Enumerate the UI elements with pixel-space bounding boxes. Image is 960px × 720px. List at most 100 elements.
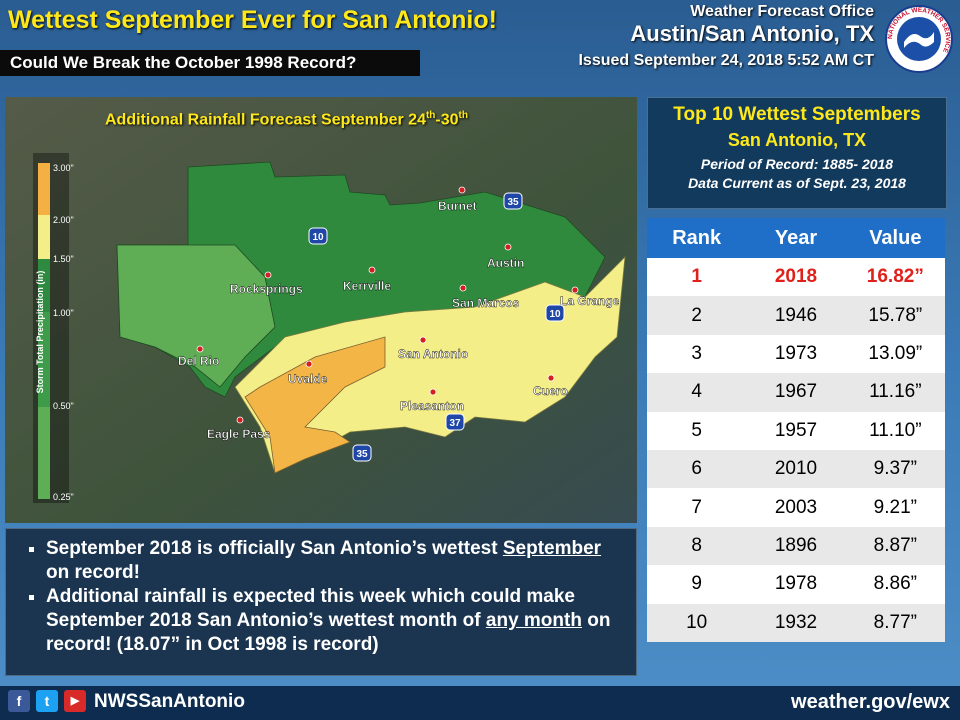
social-handle[interactable]: NWSSanAntonio — [94, 691, 245, 712]
table-cell: 1973 — [774, 342, 818, 364]
city-label: Del Rio — [178, 354, 219, 368]
city-label: Kerrville — [343, 279, 391, 293]
map-title-part: -30 — [435, 111, 459, 129]
bullet: September 2018 is officially San Antonio… — [46, 537, 624, 585]
legend-swatch — [38, 215, 50, 259]
table-cell: 11.10” — [869, 419, 922, 441]
column-header: Year — [774, 226, 818, 249]
city-dot — [264, 271, 272, 279]
highway-shield — [503, 192, 523, 210]
office-name: Weather Forecast Office — [690, 3, 874, 20]
legend-swatch — [38, 163, 50, 215]
table-row: 3 1973 13.09” — [647, 334, 945, 374]
footer: f t ▶ NWSSanAntonio weather.gov/ewx — [0, 686, 960, 720]
info-current: Data Current as of Sept. 23, 2018 — [688, 175, 906, 191]
legend-label: 1.50" — [53, 254, 74, 264]
info-title: Top 10 Wettest Septembers — [673, 104, 921, 125]
records-table: Rank Year Value 1 2018 16.82” 2 1946 15.78” 3 1973… — [647, 218, 945, 642]
table-cell: 1932 — [774, 611, 818, 633]
highway-shield — [545, 304, 565, 322]
legend-label: 3.00" — [53, 163, 74, 173]
city-dot — [305, 360, 313, 368]
table-row: 2 1946 15.78” — [647, 296, 945, 335]
table-row: 10 1932 8.77” — [647, 603, 945, 642]
info-box: Top 10 Wettest Septembers San Antonio, T… — [647, 97, 947, 209]
title: Wettest September Ever for San Antonio! — [8, 6, 497, 34]
highway-number: 35 — [356, 449, 368, 460]
bullet-text: on record! (18.07” in Oct 1998 is record… — [46, 610, 611, 655]
city-label: Austin — [487, 256, 524, 270]
city-label: Cuero — [533, 384, 568, 398]
table-cell: 5 — [691, 419, 702, 441]
bullet: Additional rainfall is expected this wee… — [46, 585, 624, 657]
city-dot — [547, 374, 555, 382]
map-title-part: th — [458, 110, 468, 121]
table-cell: 8.77” — [873, 611, 917, 633]
table-header: Rank Year Value — [647, 218, 945, 258]
bullet-text: on record! — [46, 562, 140, 583]
table-cell: 9.21” — [873, 496, 917, 518]
nws-logo: NATIONAL WEATHER SERVICE — [885, 5, 953, 73]
bullet-text: any month — [485, 610, 582, 631]
table-cell: 10 — [686, 611, 708, 633]
table-cell: 9 — [691, 573, 702, 595]
table-cell: 2003 — [774, 496, 818, 518]
legend-label: 0.50" — [53, 401, 74, 411]
table-cell: 9.37” — [873, 458, 917, 480]
office-location: Austin/San Antonio, TX — [630, 21, 874, 46]
highway-number: 35 — [507, 197, 519, 208]
highway-shield — [352, 444, 372, 462]
city-label: Eagle Pass — [207, 427, 271, 441]
column-header: Value — [869, 226, 922, 249]
city-label: Uvalde — [288, 372, 328, 386]
table-cell: 1967 — [774, 381, 818, 403]
table-row: 1 2018 16.82” — [647, 258, 945, 297]
highway-shield — [445, 413, 465, 431]
highway-number: 10 — [312, 232, 324, 243]
table-cell: 16.82” — [866, 266, 924, 288]
info-period: Period of Record: 1885- 2018 — [700, 156, 894, 172]
bullet-text: September 2018 is officially San Antonio… — [46, 538, 503, 559]
table-cell: 7 — [691, 496, 702, 518]
map-title-part: th — [425, 110, 436, 121]
city-dot — [504, 243, 512, 251]
bullet-panel: September 2018 is officially San Antonio… — [5, 528, 637, 676]
facebook-icon[interactable]: f — [8, 690, 30, 712]
issued-time: Issued September 24, 2018 5:52 AM CT — [578, 52, 874, 69]
highway-number: 10 — [549, 309, 561, 320]
rainfall-map: Burnet Austin Kerrville Rocksprings San Marc… — [5, 97, 637, 523]
city-dot — [571, 286, 579, 294]
table-cell: 11.16” — [869, 381, 922, 403]
youtube-icon[interactable]: ▶ — [64, 690, 86, 712]
table-cell: 8.87” — [873, 534, 917, 556]
legend-axis-label: Storm Total Precipitation (in) — [35, 271, 45, 394]
bullet-list: September 2018 is officially San Antonio… — [46, 537, 624, 657]
table-cell: 1957 — [774, 419, 818, 441]
legend-swatch — [38, 312, 50, 407]
table-cell: 6 — [691, 458, 702, 480]
highway-number: 37 — [449, 418, 461, 429]
info-location: San Antonio, TX — [727, 130, 867, 150]
city-dot — [429, 388, 437, 396]
table-cell: 1946 — [774, 304, 818, 326]
twitter-icon[interactable]: t — [36, 690, 58, 712]
website-link[interactable]: weather.gov/ewx — [791, 691, 950, 713]
city-dot — [459, 284, 467, 292]
table-row: 8 1896 8.87” — [647, 526, 945, 566]
table-cell: 2010 — [774, 458, 818, 480]
legend-swatch — [38, 407, 50, 499]
table-cell: 8.86” — [873, 573, 917, 595]
table-row: 4 1967 11.16” — [647, 373, 945, 412]
table-cell: 1896 — [774, 534, 818, 556]
city-label: Rocksprings — [230, 282, 303, 296]
legend-label: 0.25" — [53, 492, 74, 502]
city-dot — [419, 336, 427, 344]
table-cell: 2 — [691, 304, 702, 326]
city-label: San Marcos — [452, 296, 520, 310]
city-label: Pleasanton — [400, 399, 464, 413]
table-cell: 3 — [691, 342, 702, 364]
city-dot — [458, 186, 466, 194]
legend-swatch — [38, 259, 50, 312]
table-row: 9 1978 8.86” — [647, 565, 945, 604]
